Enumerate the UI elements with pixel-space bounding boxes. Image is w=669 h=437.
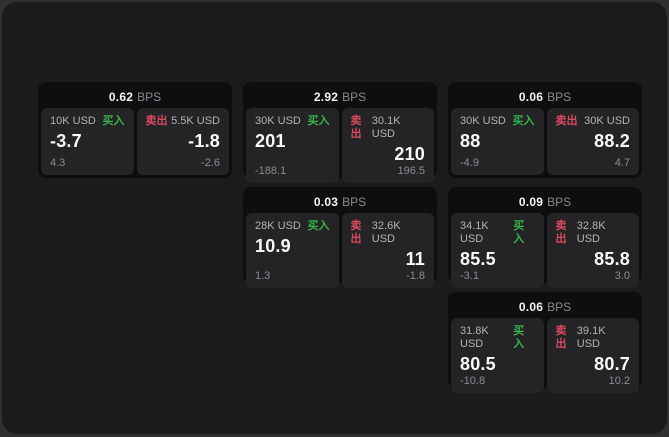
- buy-sub-value: 1.3: [255, 270, 271, 282]
- card-body: 10K USD 买入 -3.7 4.3 卖出 5.5K USD -1.8 -2.…: [41, 108, 229, 175]
- bps-value: 0.03: [313, 194, 339, 209]
- bps-value: 0.06: [518, 299, 544, 314]
- sell-side-label: 卖出: [145, 115, 168, 127]
- buy-side-label: 买入: [307, 220, 330, 232]
- sell-sub-value: -1.8: [406, 270, 425, 282]
- card-header: 0.06 BPS: [451, 295, 639, 318]
- bps-unit-label: BPS: [137, 89, 162, 104]
- card-body: 30K USD 买入 201 -188.1 卖出 30.1K USD 210 1…: [246, 108, 434, 183]
- buy-price: 201: [255, 131, 286, 151]
- bps-unit-label: BPS: [547, 299, 572, 314]
- quote-card: 0.06 BPS 31.8K USD 买入 80.5 -10.8 卖出 39.1…: [448, 292, 642, 393]
- buy-quote-panel[interactable]: 28K USD 买入 10.9 1.3: [246, 213, 339, 288]
- sell-sub-value: 3.0: [614, 270, 630, 282]
- sell-side-label: 卖出: [350, 220, 362, 245]
- buy-sub-value: -188.1: [255, 165, 287, 177]
- buy-size-label: 28K USD: [255, 220, 301, 232]
- sell-price: 80.7: [594, 354, 630, 374]
- quote-card: 0.62 BPS 10K USD 买入 -3.7 4.3 卖出 5.5K USD: [38, 82, 232, 178]
- sell-quote-panel[interactable]: 卖出 39.1K USD 80.7 10.2: [546, 318, 639, 393]
- card-body: 30K USD 买入 88 -4.9 卖出 30K USD 88.2 4.7: [451, 108, 639, 175]
- sell-sub-value: -2.6: [201, 157, 220, 169]
- quote-cards-grid: 0.62 BPS 10K USD 买入 -3.7 4.3 卖出 5.5K USD: [38, 82, 642, 393]
- buy-price: 10.9: [255, 236, 291, 256]
- card-header: 0.62 BPS: [41, 85, 229, 108]
- buy-sub-value: -10.8: [460, 375, 486, 387]
- bps-value: 0.06: [518, 89, 544, 104]
- sell-side-label: 卖出: [555, 325, 567, 350]
- card-header: 0.06 BPS: [451, 85, 639, 108]
- buy-side-label: 买入: [513, 325, 525, 350]
- sell-side-label: 卖出: [350, 115, 362, 140]
- sell-quote-panel[interactable]: 卖出 32.6K USD 11 -1.8: [341, 213, 434, 288]
- buy-quote-panel[interactable]: 34.1K USD 买入 85.5 -3.1: [451, 213, 544, 288]
- card-body: 34.1K USD 买入 85.5 -3.1 卖出 32.8K USD 85.8…: [451, 213, 639, 288]
- card-body: 31.8K USD 买入 80.5 -10.8 卖出 39.1K USD 80.…: [451, 318, 639, 393]
- sell-size-label: 30K USD: [584, 115, 630, 127]
- buy-size-label: 34.1K USD: [460, 220, 489, 245]
- sell-price: 88.2: [594, 131, 630, 151]
- bps-unit-label: BPS: [342, 194, 367, 209]
- card-header: 2.92 BPS: [246, 85, 434, 108]
- sell-price: 85.8: [594, 249, 630, 269]
- buy-side-label: 买入: [102, 115, 125, 127]
- card-body: 28K USD 买入 10.9 1.3 卖出 32.6K USD 11 -1.8: [246, 213, 434, 288]
- buy-side-label: 买入: [512, 115, 535, 127]
- buy-size-label: 31.8K USD: [460, 325, 489, 350]
- buy-side-label: 买入: [513, 220, 525, 245]
- sell-size-label: 32.6K USD: [371, 220, 401, 245]
- bps-unit-label: BPS: [342, 89, 367, 104]
- buy-quote-panel[interactable]: 10K USD 买入 -3.7 4.3: [41, 108, 134, 175]
- buy-quote-panel[interactable]: 30K USD 买入 88 -4.9: [451, 108, 544, 175]
- quote-card: 0.03 BPS 28K USD 买入 10.9 1.3 卖出 32.6K US…: [243, 187, 437, 288]
- buy-sub-value: -3.1: [460, 270, 479, 282]
- buy-sub-value: 4.3: [50, 157, 66, 169]
- sell-price: 11: [405, 249, 425, 269]
- buy-price: 88: [460, 131, 481, 151]
- buy-size-label: 30K USD: [255, 115, 301, 127]
- buy-quote-panel[interactable]: 30K USD 买入 201 -188.1: [246, 108, 339, 183]
- sell-quote-panel[interactable]: 卖出 5.5K USD -1.8 -2.6: [136, 108, 229, 175]
- bps-unit-label: BPS: [547, 194, 572, 209]
- buy-size-label: 10K USD: [50, 115, 96, 127]
- bps-unit-label: BPS: [547, 89, 572, 104]
- buy-size-label: 30K USD: [460, 115, 506, 127]
- card-header: 0.09 BPS: [451, 190, 639, 213]
- quote-card: 0.09 BPS 34.1K USD 买入 85.5 -3.1 卖出 32.8K…: [448, 187, 642, 288]
- quote-card: 0.06 BPS 30K USD 买入 88 -4.9 卖出 30K USD: [448, 82, 642, 178]
- buy-price: -3.7: [50, 131, 82, 151]
- sell-sub-value: 10.2: [608, 375, 630, 387]
- buy-price: 80.5: [460, 354, 496, 374]
- sell-price: 210: [394, 144, 425, 164]
- sell-quote-panel[interactable]: 卖出 30K USD 88.2 4.7: [546, 108, 639, 175]
- sell-size-label: 32.8K USD: [576, 220, 606, 245]
- bps-value: 0.62: [108, 89, 134, 104]
- sell-quote-panel[interactable]: 卖出 32.8K USD 85.8 3.0: [546, 213, 639, 288]
- buy-side-label: 买入: [307, 115, 330, 127]
- sell-sub-value: 4.7: [614, 157, 630, 169]
- buy-quote-panel[interactable]: 31.8K USD 买入 80.5 -10.8: [451, 318, 544, 393]
- quote-card: 2.92 BPS 30K USD 买入 201 -188.1 卖出 30.1K …: [243, 82, 437, 183]
- sell-size-label: 39.1K USD: [576, 325, 606, 350]
- sell-size-label: 5.5K USD: [171, 115, 220, 127]
- sell-side-label: 卖出: [555, 220, 567, 245]
- buy-price: 85.5: [460, 249, 496, 269]
- sell-quote-panel[interactable]: 卖出 30.1K USD 210 196.5: [341, 108, 434, 183]
- buy-sub-value: -4.9: [460, 157, 479, 169]
- sell-size-label: 30.1K USD: [371, 115, 401, 140]
- bps-value: 2.92: [313, 89, 339, 104]
- sell-sub-value: 196.5: [397, 165, 425, 177]
- sell-side-label: 卖出: [555, 115, 578, 127]
- card-header: 0.03 BPS: [246, 190, 434, 213]
- sell-price: -1.8: [188, 131, 220, 151]
- bps-value: 0.09: [518, 194, 544, 209]
